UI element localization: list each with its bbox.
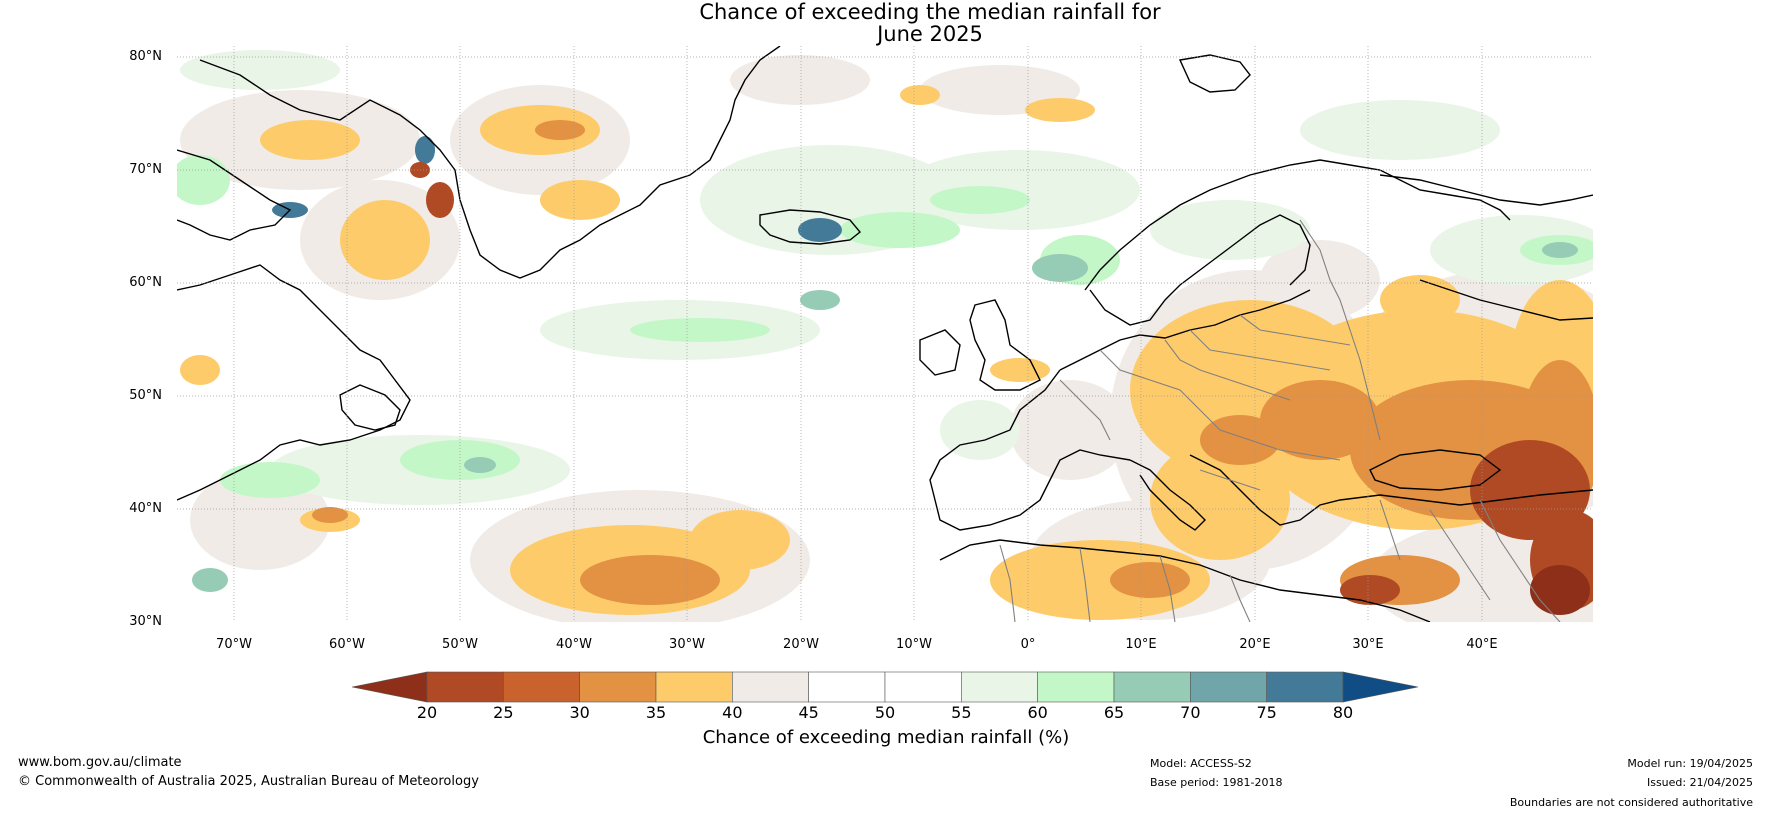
colorbar-segment	[1190, 671, 1267, 703]
probability-fill-layer	[177, 46, 1593, 622]
lat-label-70n: 70°N	[129, 162, 162, 177]
colorbar-segment	[1113, 671, 1191, 703]
colorbar-tick-label: 60	[1027, 703, 1048, 722]
lon-label-20e: 20°E	[1239, 637, 1271, 652]
colorbar-tick-label: 65	[1103, 703, 1125, 722]
chart-title-line2: June 2025	[877, 22, 983, 46]
lon-label-70w: 70°W	[216, 637, 252, 652]
lon-label-10w: 10°W	[896, 637, 932, 652]
colorbar-segment	[579, 671, 657, 703]
colorbar-tick-label: 70	[1180, 703, 1201, 722]
country-borders	[999, 219, 1561, 622]
coastlines	[177, 46, 1593, 622]
lat-label-30n: 30°N	[129, 614, 162, 629]
lon-label-20w: 20°W	[783, 637, 819, 652]
colorbar-tick-label: 75	[1256, 703, 1277, 722]
footer-copyright: © Commonwealth of Australia 2025, Austra…	[18, 774, 479, 789]
lon-label-30e: 30°E	[1352, 637, 1384, 652]
footer-issued: Issued: 21/04/2025	[1646, 776, 1753, 789]
chart-title-line1: Chance of exceeding the median rainfall …	[699, 0, 1161, 24]
colorbar-tick-label: 50	[874, 703, 896, 722]
graticule	[177, 46, 1593, 622]
lon-label-40w: 40°W	[556, 637, 592, 652]
colorbar-label: Chance of exceeding median rainfall (%)	[702, 727, 1070, 748]
lon-label-60w: 60°W	[329, 637, 365, 652]
lat-label-80n: 80°N	[129, 49, 162, 64]
colorbar	[351, 671, 1419, 703]
lat-label-40n: 40°N	[129, 501, 162, 516]
colorbar-segment	[732, 671, 809, 703]
colorbar-tick-label: 30	[569, 703, 590, 722]
colorbar-segment	[961, 671, 1038, 703]
lat-label-60n: 60°N	[129, 275, 162, 290]
colorbar-tick-label: 20	[416, 703, 438, 722]
colorbar-segment	[503, 671, 580, 703]
colorbar-segment	[1037, 671, 1115, 703]
colorbar-segment	[426, 671, 504, 703]
colorbar-segment	[884, 671, 962, 703]
lon-label-30w: 30°W	[669, 637, 705, 652]
lat-label-50n: 50°N	[129, 388, 162, 403]
colorbar-tick-label: 45	[798, 703, 819, 722]
colorbar-tick-label: 25	[493, 703, 514, 722]
lon-label-10e: 10°E	[1125, 637, 1157, 652]
colorbar-segment	[1266, 671, 1344, 703]
colorbar-tick-label: 35	[645, 703, 667, 722]
footer-disclaimer: Boundaries are not considered authoritat…	[1509, 796, 1753, 809]
lon-label-0: 0°	[1020, 637, 1036, 652]
lon-label-40e: 40°E	[1466, 637, 1498, 652]
footer-model: Model: ACCESS-S2	[1150, 757, 1252, 770]
footer-model-run: Model run: 19/04/2025	[1627, 757, 1753, 770]
footer-base-period: Base period: 1981-2018	[1150, 776, 1283, 789]
lon-label-50w: 50°W	[442, 637, 478, 652]
colorbar-arrow-high	[1342, 671, 1419, 703]
colorbar-tick-label: 40	[722, 703, 743, 722]
colorbar-tick-label: 55	[951, 703, 972, 722]
colorbar-segment	[808, 671, 886, 703]
footer-website: www.bom.gov.au/climate	[18, 755, 182, 770]
colorbar-segment	[655, 671, 733, 703]
colorbar-arrow-low	[351, 671, 428, 703]
colorbar-tick-label: 80	[1332, 703, 1354, 722]
